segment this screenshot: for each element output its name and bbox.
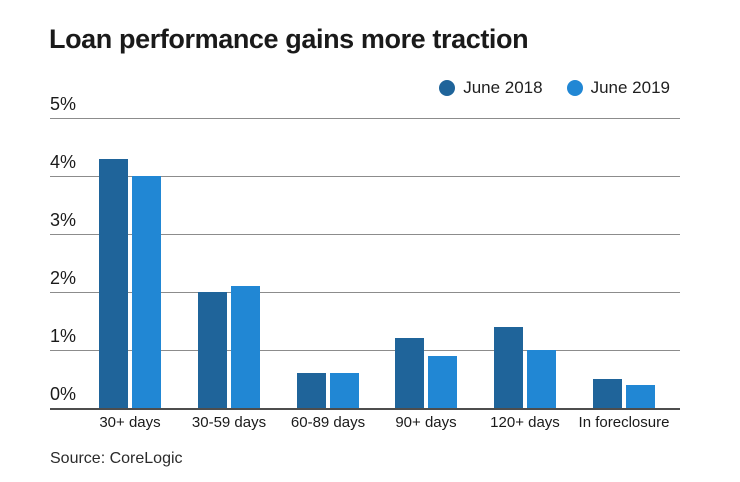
bar-june-2019 [527,350,556,408]
x-category-label: 90+ days [395,414,457,431]
bar-june-2019 [132,176,161,408]
y-tick-label: 5% [50,94,77,115]
gridline [50,118,680,119]
y-tick-label: 4% [50,152,77,173]
bar-june-2018 [593,379,622,408]
gridline [50,350,680,351]
legend-label-june-2018: June 2018 [463,78,543,97]
legend-dot-june-2019-icon [566,80,583,96]
y-tick-label: 3% [50,210,77,231]
y-tick-label: 0% [50,384,77,405]
chart-title: Loan performance gains more traction [49,24,529,54]
legend-label-june-2019: June 2019 [590,78,670,97]
bar-june-2018 [198,292,227,408]
gridline [50,292,680,293]
gridline [50,176,680,177]
y-tick-label: 1% [50,326,77,347]
bar-june-2019 [626,385,655,408]
legend-item-june-2019: June 2019 [566,78,670,98]
bar-june-2018 [395,338,424,408]
bar-june-2019 [231,286,260,408]
bar-june-2019 [428,356,457,408]
bar-june-2018 [99,159,128,408]
bar-june-2018 [297,373,326,408]
y-tick-label: 2% [50,268,77,289]
x-category-label: In foreclosure [578,414,670,431]
x-category-label: 60-89 days [290,414,366,431]
bar-june-2018 [494,327,523,408]
legend: June 2018 June 2019 [439,78,670,98]
x-axis-line [50,408,680,410]
x-category-label: 30-59 days [191,414,267,431]
bar-june-2019 [330,373,359,408]
legend-item-june-2018: June 2018 [439,78,543,98]
x-category-label: 30+ days [99,414,161,431]
source-note: Source: CoreLogic [50,450,183,467]
x-category-label: 120+ days [490,414,560,431]
gridline [50,234,680,235]
legend-dot-june-2018-icon [439,80,456,96]
